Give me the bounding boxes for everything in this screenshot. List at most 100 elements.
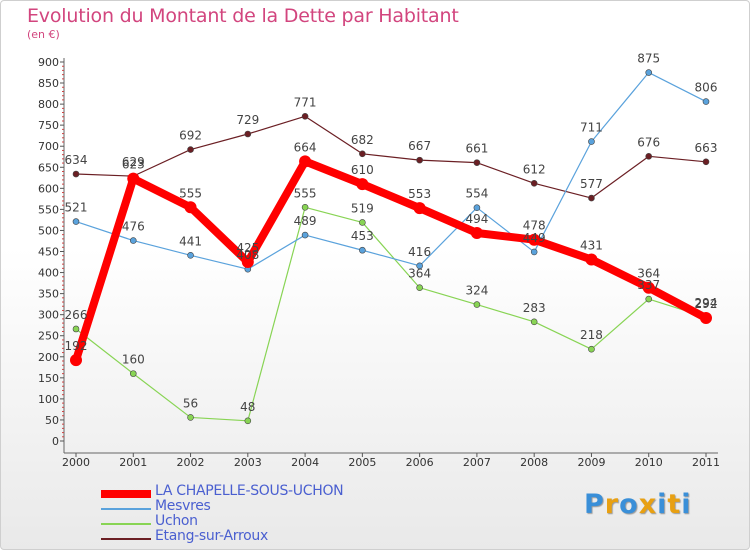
data-label: 449 bbox=[523, 231, 546, 245]
series-line-la-chapelle-sous-uchon bbox=[72, 157, 708, 362]
data-label: 634 bbox=[65, 153, 88, 167]
data-point bbox=[301, 231, 309, 239]
y-tick-label: 100 bbox=[38, 393, 59, 406]
x-tick-label: 2010 bbox=[635, 456, 663, 469]
data-label: 218 bbox=[580, 328, 603, 342]
legend-swatch bbox=[101, 490, 151, 498]
y-tick-label: 850 bbox=[38, 77, 59, 90]
data-point bbox=[702, 158, 710, 166]
data-label: 453 bbox=[351, 229, 374, 243]
data-point bbox=[359, 246, 366, 254]
data-point bbox=[588, 194, 595, 202]
data-point bbox=[72, 325, 80, 333]
data-label: 521 bbox=[65, 201, 88, 215]
y-tick-label: 0 bbox=[52, 435, 59, 448]
data-label: 489 bbox=[294, 214, 317, 228]
y-tick-label: 300 bbox=[38, 309, 59, 322]
data-point bbox=[416, 262, 423, 270]
y-tick-label: 50 bbox=[45, 414, 59, 427]
data-label: 554 bbox=[465, 187, 488, 201]
logo-letter: x bbox=[638, 489, 658, 520]
x-tick-label: 2005 bbox=[348, 456, 376, 469]
data-point bbox=[473, 204, 481, 212]
data-label: 711 bbox=[580, 121, 603, 135]
data-point bbox=[244, 417, 252, 425]
logo-letter: i bbox=[681, 489, 692, 520]
x-tick-label: 2011 bbox=[692, 456, 720, 469]
data-point bbox=[244, 130, 252, 138]
chart-title: Evolution du Montant de la Dette par Hab… bbox=[27, 5, 459, 27]
y-tick-label: 800 bbox=[38, 98, 59, 111]
data-label: 612 bbox=[523, 162, 546, 176]
proxiti-logo: Proxiti bbox=[584, 489, 692, 520]
y-tick-label: 700 bbox=[38, 140, 59, 153]
data-label: 629 bbox=[122, 155, 145, 169]
x-tick-label: 2000 bbox=[62, 456, 90, 469]
data-point bbox=[129, 370, 137, 377]
data-label: 729 bbox=[236, 113, 259, 127]
y-tick-label: 400 bbox=[38, 267, 59, 280]
data-point bbox=[416, 284, 423, 292]
y-tick-label: 900 bbox=[38, 56, 59, 69]
x-tick-label: 2008 bbox=[520, 456, 548, 469]
logo-letter: t bbox=[667, 489, 682, 520]
logo-letter: P bbox=[584, 489, 605, 520]
x-tick-label: 2001 bbox=[119, 456, 147, 469]
data-point bbox=[588, 138, 595, 145]
data-point bbox=[299, 155, 312, 168]
x-tick-label: 2002 bbox=[177, 456, 205, 469]
data-point bbox=[645, 153, 653, 160]
data-point bbox=[301, 113, 309, 120]
data-label: 294 bbox=[695, 296, 718, 310]
data-label: 292 bbox=[695, 297, 718, 311]
data-point bbox=[416, 156, 423, 164]
data-label: 364 bbox=[637, 267, 660, 281]
data-point bbox=[642, 281, 655, 294]
legend-label: Mesvres bbox=[155, 498, 211, 514]
data-label: 806 bbox=[695, 81, 718, 95]
y-tick-label: 150 bbox=[38, 372, 59, 385]
data-point bbox=[187, 414, 194, 421]
data-label: 663 bbox=[695, 141, 718, 155]
data-label: 623 bbox=[122, 158, 145, 172]
legend-swatch bbox=[101, 538, 151, 540]
data-label: 577 bbox=[580, 177, 603, 191]
data-point bbox=[530, 248, 538, 256]
series-line-mesvres bbox=[75, 71, 707, 270]
legend-swatch bbox=[101, 523, 151, 525]
data-label: 160 bbox=[122, 353, 145, 367]
data-point bbox=[187, 251, 194, 259]
data-point bbox=[184, 201, 197, 214]
data-label: 555 bbox=[179, 186, 202, 200]
legend-swatch bbox=[101, 508, 151, 510]
data-point bbox=[530, 318, 538, 326]
y-tick-label: 200 bbox=[38, 351, 59, 364]
legend-item: Mesvres bbox=[101, 498, 401, 516]
data-label: 425 bbox=[236, 241, 259, 255]
data-label: 553 bbox=[408, 187, 431, 201]
data-label: 610 bbox=[351, 163, 374, 177]
data-label: 661 bbox=[465, 142, 488, 156]
logo-letter: r bbox=[604, 489, 620, 520]
data-label: 676 bbox=[637, 135, 660, 149]
data-label: 494 bbox=[465, 212, 488, 226]
series-line-uchon bbox=[75, 206, 707, 422]
legend-item: LA CHAPELLE-SOUS-UCHON bbox=[101, 483, 401, 501]
y-tick-label: 450 bbox=[38, 246, 59, 259]
x-tick-label: 2007 bbox=[463, 456, 491, 469]
data-point bbox=[129, 237, 137, 244]
x-tick-label: 2009 bbox=[577, 456, 605, 469]
data-label: 664 bbox=[294, 140, 317, 154]
x-tick-label: 2003 bbox=[234, 456, 262, 469]
data-label: 476 bbox=[122, 220, 145, 234]
data-point bbox=[645, 295, 653, 303]
data-point bbox=[356, 178, 369, 191]
data-point bbox=[588, 345, 595, 353]
legend-item: Uchon bbox=[101, 513, 401, 531]
data-point bbox=[645, 69, 653, 76]
data-label: 519 bbox=[351, 201, 374, 215]
data-label: 192 bbox=[65, 339, 88, 353]
y-tick-label: 650 bbox=[38, 161, 59, 174]
data-point bbox=[70, 354, 82, 367]
